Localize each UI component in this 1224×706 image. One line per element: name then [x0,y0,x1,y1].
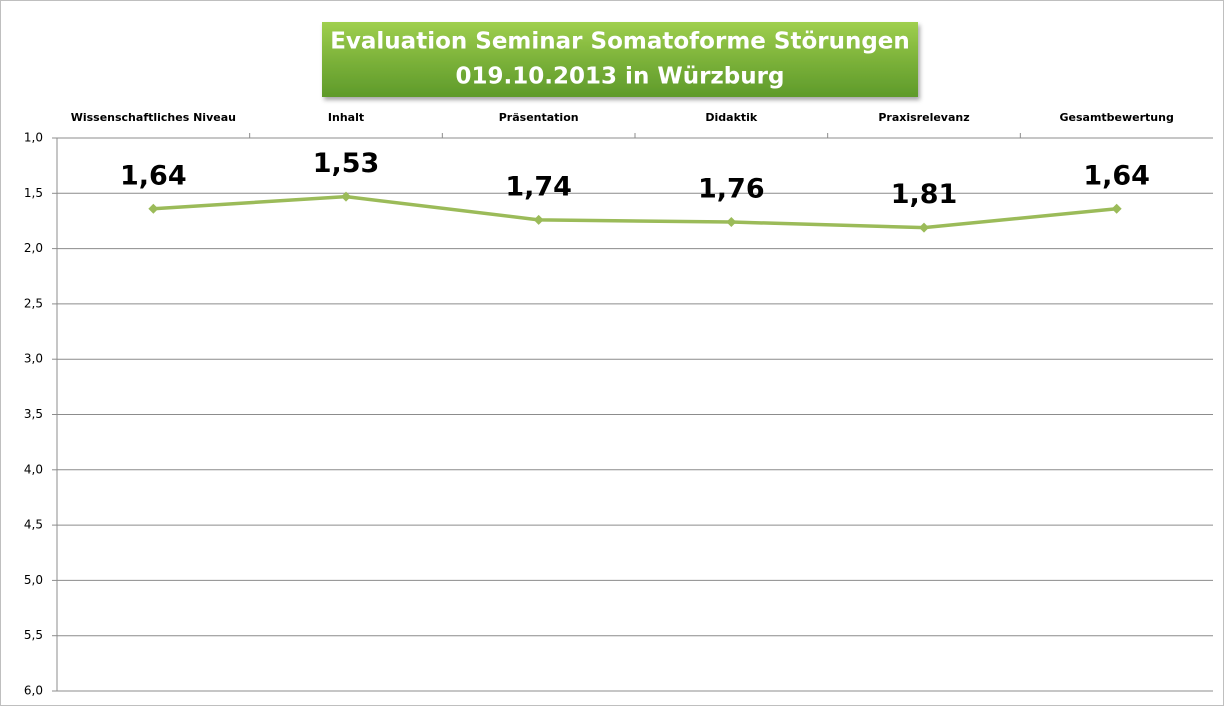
x-tick-label: Praxisrelevanz [878,111,969,124]
title-box [322,22,918,97]
y-tick-label: 3,5 [24,407,43,421]
chart-title: Evaluation Seminar Somatoforme Störungen [330,29,910,55]
x-tick-label: Präsentation [499,111,579,124]
y-tick-label: 4,0 [24,462,43,476]
y-tick-label: 1,0 [24,131,43,145]
x-tick-label: Gesamtbewertung [1059,111,1173,124]
y-tick-label: 5,0 [24,573,43,587]
data-label: 1,74 [505,171,572,202]
data-label: 1,81 [891,179,958,210]
y-tick-label: 4,5 [24,518,43,532]
y-tick-label: 3,0 [24,352,43,366]
data-label: 1,76 [698,174,765,205]
marker [726,217,737,228]
marker [919,222,929,233]
y-tick-label: 6,0 [24,684,43,698]
y-tick-label: 5,5 [24,628,43,642]
data-label: 1,64 [1083,160,1150,191]
x-tick-label: Didaktik [705,111,758,124]
x-tick-label: Inhalt [328,111,364,124]
x-tick-label: Wissenschaftliches Niveau [71,111,236,124]
y-tick-label: 1,5 [24,186,43,200]
line [153,194,1117,230]
marker [341,191,351,202]
chart-title: 019.10.2013 in Würzburg [456,64,785,90]
data-label: 1,64 [120,160,187,191]
y-tick-label: 2,0 [24,241,43,255]
marker [148,203,159,214]
y-tick-label: 2,5 [24,296,43,310]
marker [1111,203,1122,214]
marker [533,214,544,225]
data-label: 1,53 [313,148,380,179]
